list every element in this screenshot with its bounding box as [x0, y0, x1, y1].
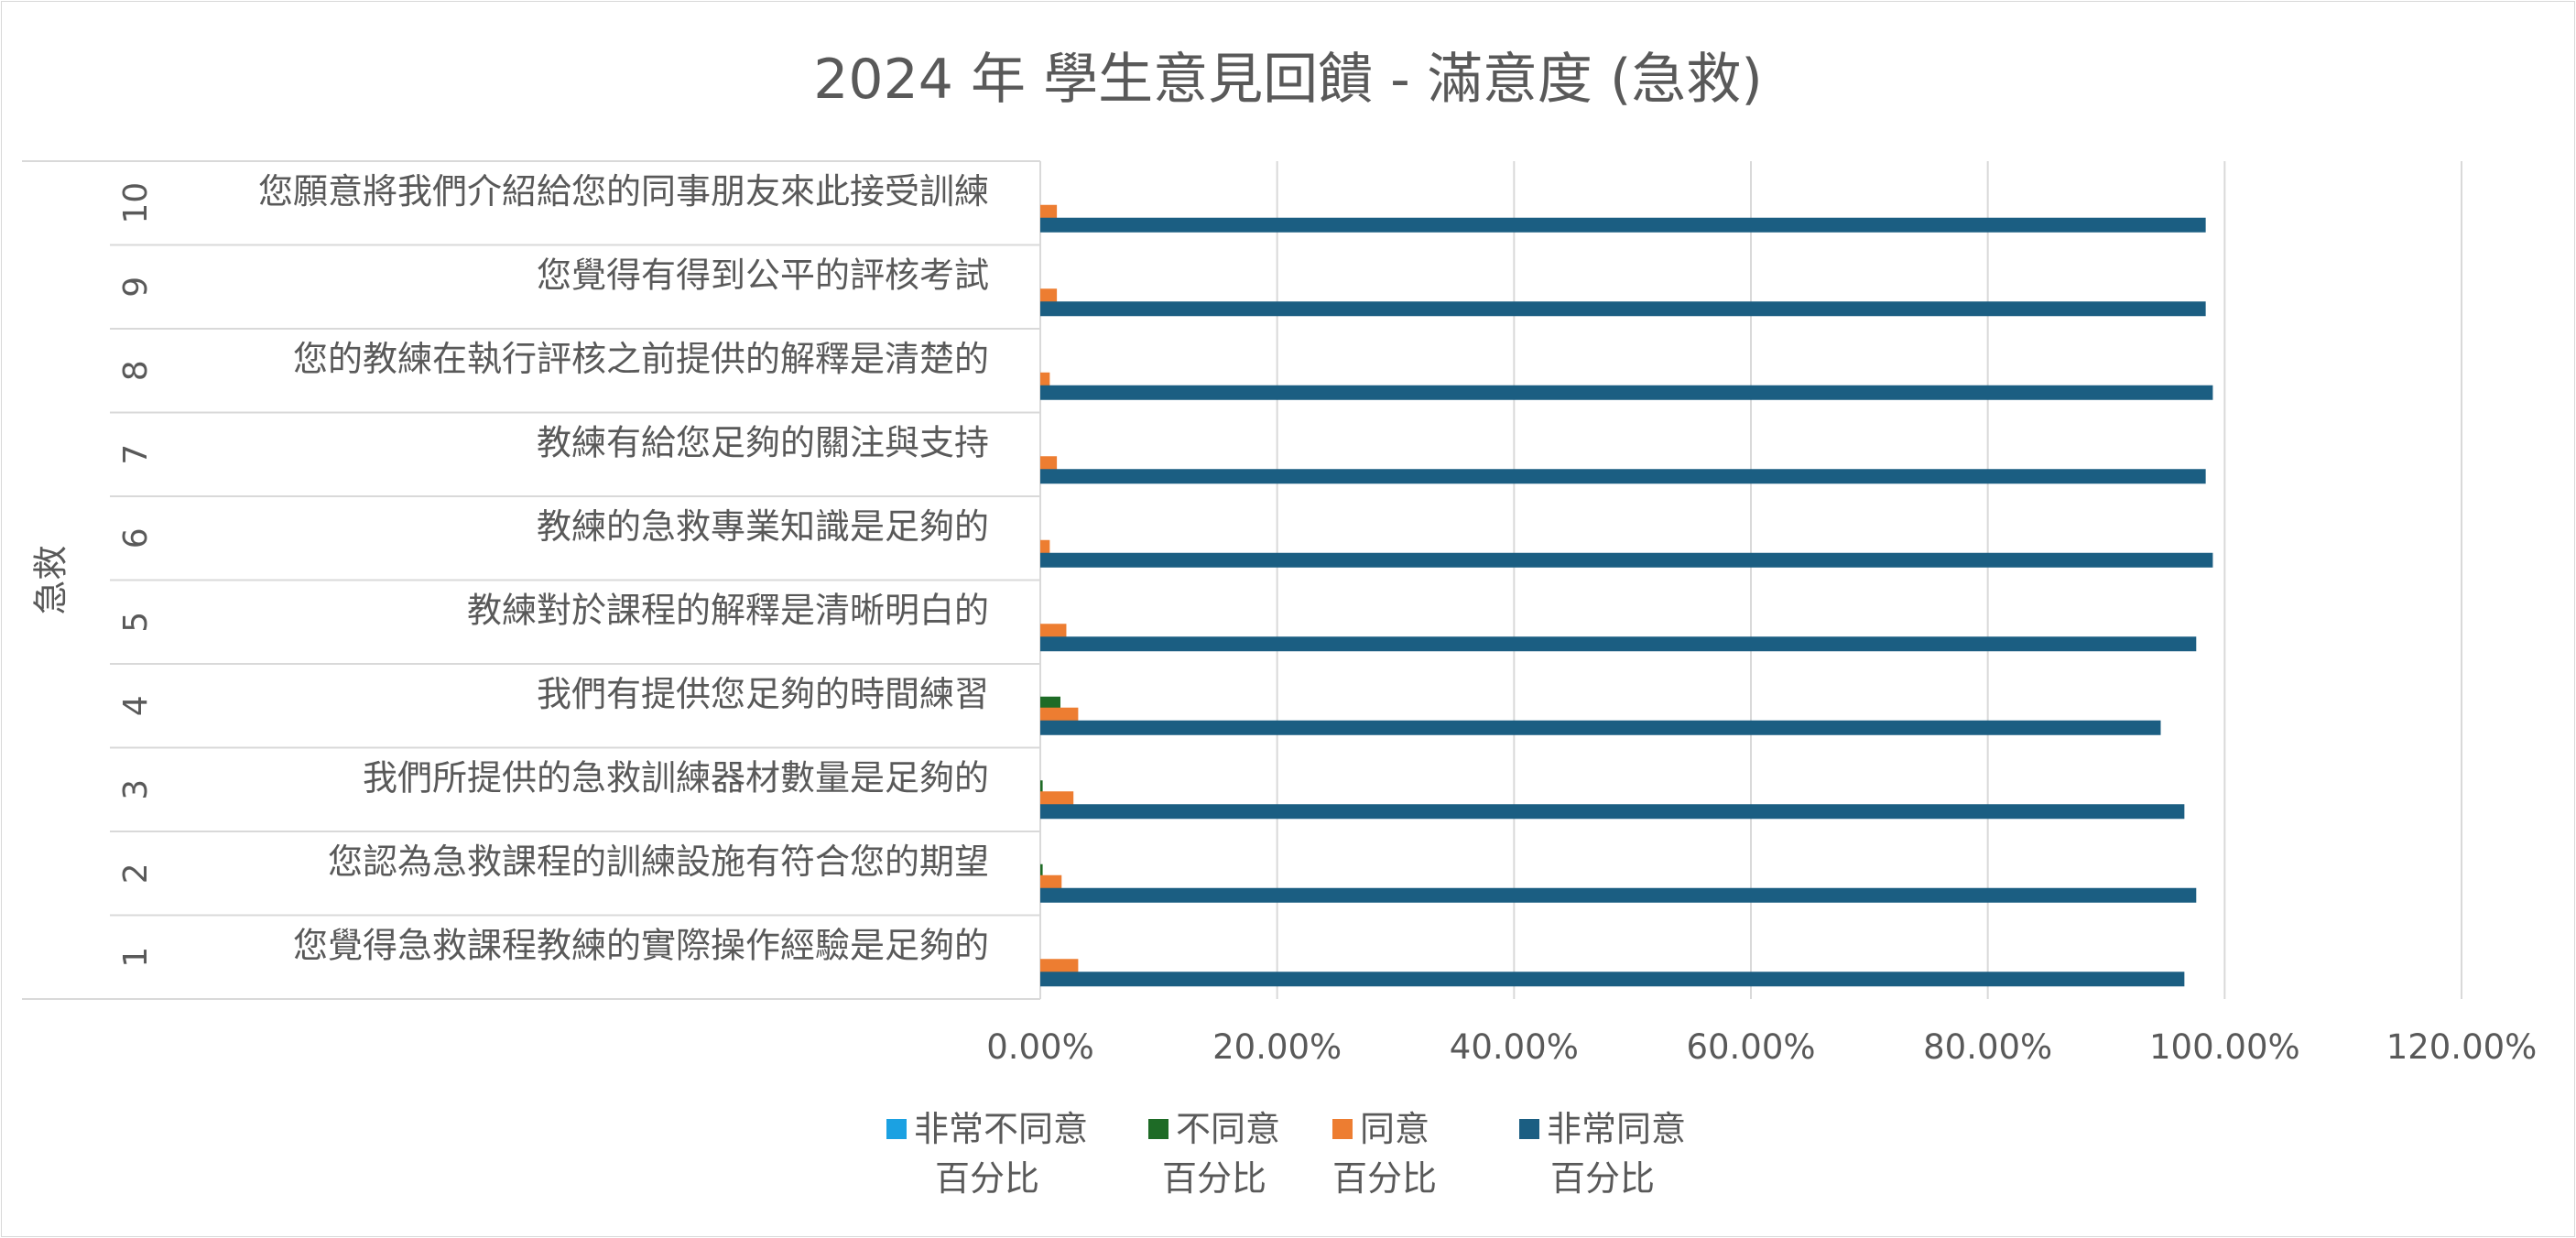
bar-1	[1040, 780, 1043, 796]
chart-title: 2024 年 學生意見回饋 - 滿意度 (急救)	[813, 48, 1763, 112]
legend-label-sub: 百分比	[1162, 1158, 1267, 1199]
category-number: 6	[117, 527, 155, 548]
bar-2	[1040, 624, 1067, 639]
bar-2	[1040, 791, 1074, 807]
category-number: 7	[117, 444, 155, 465]
bar-2	[1040, 539, 1050, 555]
y-group-label: 急救	[31, 545, 71, 614]
bar-3	[1040, 301, 2206, 317]
category-label: 您覺得急救課程教練的實際操作經驗是足夠的	[293, 926, 989, 966]
legend-label: 不同意	[1176, 1109, 1281, 1149]
bar-3	[1040, 804, 2185, 820]
legend-item-agree: 同意 百分比	[1332, 1104, 1437, 1203]
bar-3	[1040, 385, 2213, 400]
legend-item-strongly-disagree: 非常不同意 百分比	[886, 1104, 1088, 1203]
bar-2	[1040, 204, 1058, 220]
category-label: 教練有給您足夠的關注與支持	[537, 423, 989, 463]
bar-3	[1040, 469, 2206, 484]
category-number: 8	[117, 360, 155, 381]
legend-label-sub: 百分比	[935, 1158, 1040, 1199]
bar-3	[1040, 552, 2213, 568]
category-label: 我們有提供您足夠的時間練習	[537, 674, 989, 714]
bar-3	[1040, 636, 2197, 652]
category-number: 5	[117, 612, 155, 633]
legend-swatch	[886, 1119, 907, 1139]
bar-2	[1040, 372, 1050, 387]
category-label: 您認為急救課程的訓練設施有符合您的期望	[328, 842, 989, 882]
legend-swatch	[1148, 1119, 1168, 1139]
category-number: 4	[117, 695, 155, 716]
x-tick-label: 80.00%	[1923, 1027, 2052, 1067]
x-tick-label: 60.00%	[1686, 1027, 1815, 1067]
bar-2	[1040, 707, 1079, 722]
x-tick-label: 40.00%	[1450, 1027, 1579, 1067]
category-label: 教練的急救專業知識是足夠的	[537, 506, 989, 547]
category-number: 10	[117, 182, 155, 224]
legend-label-sub: 百分比	[1332, 1158, 1438, 1199]
bar-3	[1040, 972, 2185, 987]
legend-item-strongly-agree: 非常同意 百分比	[1519, 1104, 1686, 1203]
category-label: 您的教練在執行評核之前提供的解釋是清楚的	[293, 339, 989, 379]
legend-label-sub: 百分比	[1550, 1158, 1656, 1199]
x-tick-label: 120.00%	[2386, 1027, 2538, 1067]
bar-2	[1040, 959, 1079, 974]
category-number: 2	[117, 863, 155, 884]
x-tick-label: 100.00%	[2149, 1027, 2300, 1067]
bar-2	[1040, 288, 1058, 304]
category-label: 我們所提供的急救訓練器材數量是足夠的	[363, 758, 989, 798]
legend-label: 同意	[1360, 1109, 1430, 1149]
category-label: 您願意將我們介紹給您的同事朋友來此接受訓練	[258, 171, 989, 212]
category-number: 3	[117, 779, 155, 800]
x-tick-label: 0.00%	[986, 1027, 1094, 1067]
legend-label: 非常不同意	[914, 1109, 1089, 1149]
category-number: 9	[117, 277, 155, 298]
bar-3	[1040, 217, 2206, 233]
bar-2	[1040, 456, 1058, 472]
category-label: 您覺得有得到公平的評核考試	[537, 255, 989, 296]
bar-2	[1040, 874, 1062, 890]
bar-3	[1040, 887, 2197, 903]
category-number: 1	[117, 947, 155, 968]
x-tick-label: 20.00%	[1212, 1027, 1342, 1067]
legend-label: 非常同意	[1547, 1109, 1687, 1149]
bar-3	[1040, 720, 2161, 735]
legend-item-disagree: 不同意 百分比	[1148, 1104, 1280, 1203]
bar-1	[1040, 863, 1043, 879]
category-label: 教練對於課程的解釋是清晰明白的	[467, 591, 989, 631]
legend-swatch	[1332, 1119, 1353, 1139]
legend-swatch	[1519, 1119, 1539, 1139]
